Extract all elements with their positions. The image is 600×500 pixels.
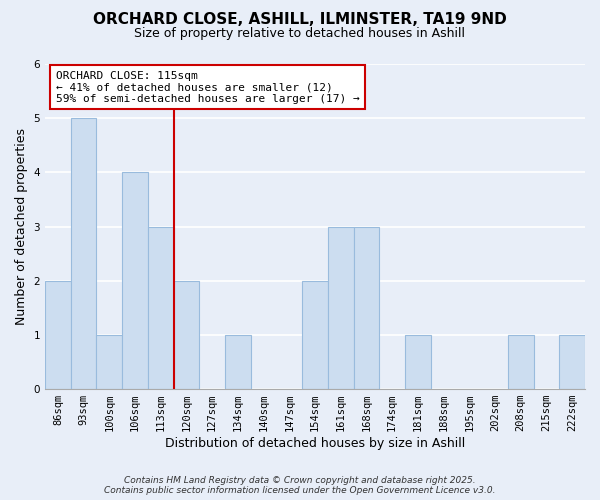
Bar	[122, 172, 148, 389]
Bar	[148, 226, 173, 389]
Bar	[45, 280, 71, 389]
Bar	[302, 280, 328, 389]
Text: ORCHARD CLOSE, ASHILL, ILMINSTER, TA19 9ND: ORCHARD CLOSE, ASHILL, ILMINSTER, TA19 9…	[93, 12, 507, 28]
Text: ORCHARD CLOSE: 115sqm
← 41% of detached houses are smaller (12)
59% of semi-deta: ORCHARD CLOSE: 115sqm ← 41% of detached …	[56, 70, 359, 104]
Bar	[97, 335, 122, 389]
Bar	[405, 335, 431, 389]
Bar	[328, 226, 353, 389]
Bar	[71, 118, 97, 389]
Text: Contains HM Land Registry data © Crown copyright and database right 2025.
Contai: Contains HM Land Registry data © Crown c…	[104, 476, 496, 495]
Bar	[559, 335, 585, 389]
Bar	[353, 226, 379, 389]
Bar	[225, 335, 251, 389]
X-axis label: Distribution of detached houses by size in Ashill: Distribution of detached houses by size …	[165, 437, 465, 450]
Y-axis label: Number of detached properties: Number of detached properties	[15, 128, 28, 325]
Text: Size of property relative to detached houses in Ashill: Size of property relative to detached ho…	[134, 28, 466, 40]
Bar	[508, 335, 533, 389]
Bar	[173, 280, 199, 389]
